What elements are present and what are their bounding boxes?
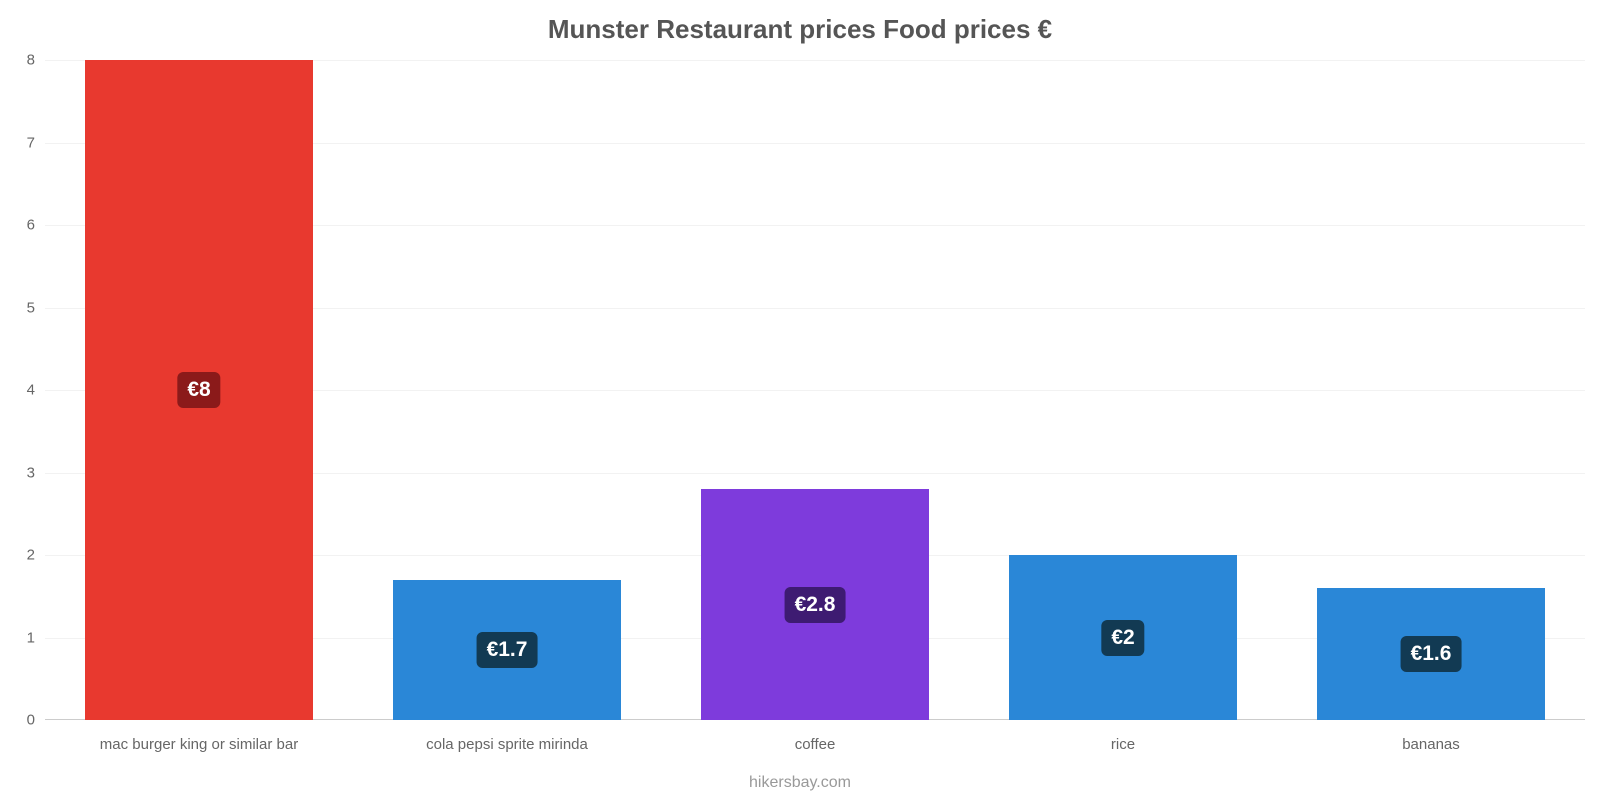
x-tick-label: bananas <box>1402 720 1460 753</box>
bar-value-label: €2.8 <box>785 587 846 623</box>
x-tick-label: coffee <box>795 720 836 753</box>
x-tick-label: cola pepsi sprite mirinda <box>426 720 588 753</box>
y-tick-label: 7 <box>27 134 45 151</box>
chart-title: Munster Restaurant prices Food prices € <box>0 14 1600 45</box>
y-tick-label: 5 <box>27 299 45 316</box>
price-bar-chart: Munster Restaurant prices Food prices € … <box>0 0 1600 800</box>
y-tick-label: 4 <box>27 382 45 399</box>
bar-value-label: €2 <box>1101 620 1144 656</box>
y-tick-label: 0 <box>27 712 45 729</box>
chart-attribution: hikersbay.com <box>0 774 1600 792</box>
bar-value-label: €8 <box>177 372 220 408</box>
y-tick-label: 2 <box>27 547 45 564</box>
y-tick-label: 8 <box>27 52 45 69</box>
plot-area: 012345678€8mac burger king or similar ba… <box>45 60 1585 720</box>
bar-value-label: €1.6 <box>1401 636 1462 672</box>
x-tick-label: mac burger king or similar bar <box>100 720 298 753</box>
y-tick-label: 1 <box>27 629 45 646</box>
bar-value-label: €1.7 <box>477 632 538 668</box>
y-tick-label: 6 <box>27 217 45 234</box>
x-tick-label: rice <box>1111 720 1135 753</box>
y-tick-label: 3 <box>27 464 45 481</box>
